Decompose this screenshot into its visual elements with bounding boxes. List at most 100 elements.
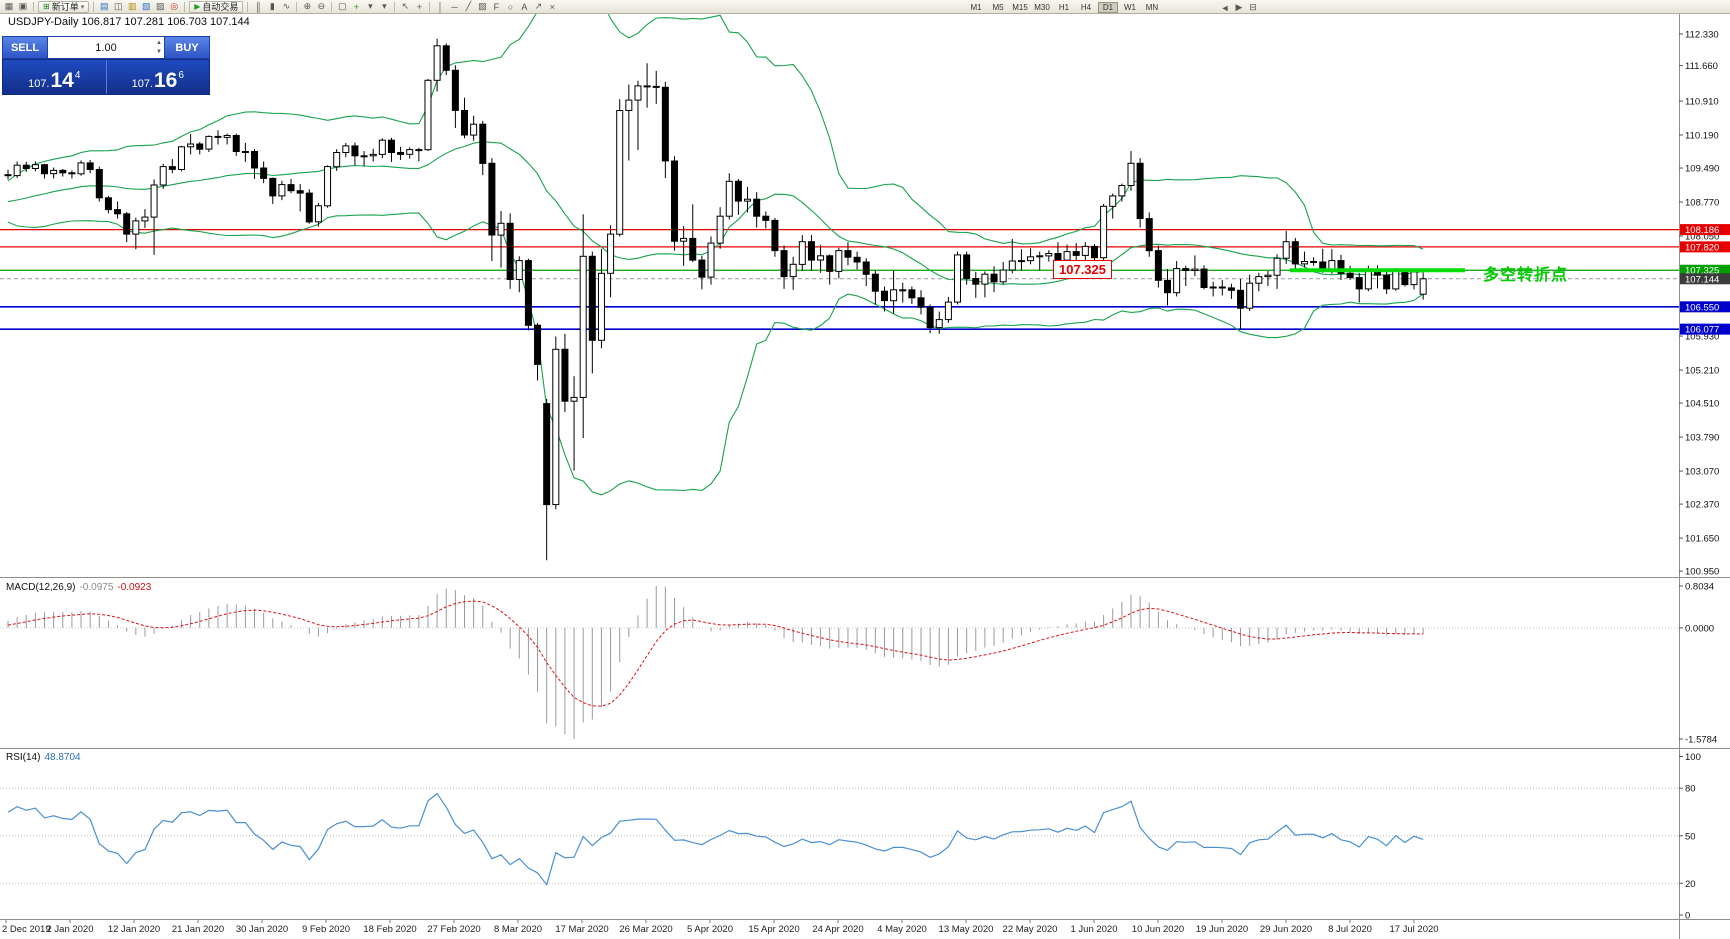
equidistant-channel-icon[interactable]: ▨ <box>478 1 487 11</box>
navigator-icon[interactable]: ▥ <box>127 1 137 11</box>
sell-button[interactable]: SELL <box>2 36 48 59</box>
alerts-icon[interactable]: ◎ <box>170 1 179 11</box>
candle <box>570 396 578 402</box>
candle <box>205 135 213 150</box>
bars-chart-icon[interactable]: ║ <box>255 1 262 12</box>
date-axis-label: 21 Jan 2020 <box>172 924 224 935</box>
date-axis-label: 13 May 2020 <box>939 924 994 935</box>
new-order-button[interactable]: ⊞ 新订单 ▾ <box>38 0 90 13</box>
candle <box>1227 287 1235 291</box>
candle <box>725 180 733 217</box>
candle <box>789 263 797 278</box>
timeframe-h4[interactable]: H4 <box>1080 3 1092 12</box>
indicators-list-icon[interactable]: ▾ <box>368 1 373 11</box>
candle <box>625 99 633 111</box>
candle <box>506 222 514 281</box>
timeframe-h1[interactable]: H1 <box>1058 3 1070 12</box>
candle <box>141 216 149 222</box>
ask-quote[interactable]: 107. 16 6 <box>107 60 210 94</box>
timeframe-mn[interactable]: MN <box>1145 3 1159 12</box>
candle <box>707 242 715 278</box>
candle <box>13 164 21 177</box>
candle <box>1300 261 1308 265</box>
candle <box>880 290 888 302</box>
line-chart-icon[interactable]: ∿ <box>282 1 291 11</box>
candle <box>981 273 989 285</box>
text-label-icon[interactable]: A <box>521 1 528 12</box>
turning-point-annotation[interactable]: 多空转折点 <box>1483 267 1569 284</box>
buy-button[interactable]: BUY <box>164 36 210 59</box>
volume-down-icon[interactable]: ▼ <box>156 49 162 55</box>
candle <box>369 153 377 157</box>
ask-sup-digit: 6 <box>178 70 184 81</box>
date-axis-label: 19 Jun 2020 <box>1196 924 1248 935</box>
candle <box>397 152 405 155</box>
vertical-line-icon[interactable]: │ <box>437 1 444 12</box>
terminal-icon[interactable]: ▧ <box>141 1 151 11</box>
market-watch-icon[interactable]: ▤ <box>99 1 109 11</box>
timeframe-m5[interactable]: M5 <box>992 3 1004 12</box>
timeframe-m1[interactable]: M1 <box>970 3 982 12</box>
candle <box>287 184 295 192</box>
candle <box>716 215 724 244</box>
shapes-icon[interactable]: ○ <box>507 1 514 12</box>
price-axis-label: 103.790 <box>1685 433 1719 444</box>
candle <box>187 143 195 148</box>
date-axis-label: 30 Jan 2020 <box>236 924 288 935</box>
crosshair-icon[interactable]: + <box>416 1 423 12</box>
candle <box>844 250 852 258</box>
open-chart-icon[interactable]: ▣ <box>18 1 28 11</box>
timeframe-m30[interactable]: M30 <box>1034 3 1050 12</box>
candle <box>908 289 916 299</box>
dock-icon[interactable]: ⊟ <box>1249 2 1257 12</box>
candlestick-chart-icon[interactable]: ▮ <box>269 1 275 11</box>
tile-windows-icon[interactable]: ▢ <box>338 1 347 11</box>
zoom-in-icon[interactable]: ⊕ <box>303 1 312 11</box>
arrow-tools-icon[interactable]: ↗ <box>534 1 543 11</box>
price-axis-label: 109.490 <box>1685 164 1719 175</box>
rsi-layer <box>0 787 1679 887</box>
date-axis-label: 18 Feb 2020 <box>363 924 416 935</box>
candle <box>150 184 158 218</box>
timeframe-w1[interactable]: W1 <box>1124 3 1136 12</box>
bid-quote[interactable]: 107. 14 4 <box>3 60 106 94</box>
toolbar-separator <box>429 1 431 12</box>
fibonacci-icon[interactable]: F <box>493 1 500 12</box>
candle <box>999 269 1007 283</box>
candle <box>314 205 322 223</box>
new-order-button-caret-icon[interactable]: ▾ <box>80 3 85 11</box>
price-axis-label: 103.070 <box>1685 467 1719 478</box>
trendline-icon[interactable]: ╱ <box>465 1 472 11</box>
candle <box>990 273 998 283</box>
data-window-icon[interactable]: ◫ <box>113 1 123 11</box>
zoom-out-icon[interactable]: ⊖ <box>317 1 326 11</box>
candle <box>77 162 85 175</box>
timeframe-d1[interactable]: D1 <box>1098 2 1118 13</box>
auto-scroll-icon[interactable]: ▶ <box>1235 2 1243 12</box>
candle <box>4 174 12 177</box>
volume-up-icon[interactable]: ▲ <box>156 40 162 46</box>
delete-objects-icon[interactable]: × <box>549 1 556 12</box>
chart-shift-icon[interactable]: ◄ <box>1220 2 1230 13</box>
candle <box>771 219 779 252</box>
candle <box>1364 269 1372 290</box>
autotrading-button[interactable]: ▶ 自动交易 <box>189 0 244 13</box>
indicators-icon[interactable]: + <box>353 1 360 12</box>
strategy-tester-icon[interactable]: ▨ <box>155 1 165 11</box>
candle <box>442 45 450 71</box>
date-axis-label: 24 Apr 2020 <box>812 924 863 935</box>
new-chart-icon[interactable]: ▦ <box>4 1 14 11</box>
cursor-icon[interactable]: ↖ <box>401 1 410 11</box>
candle <box>1337 260 1345 274</box>
horizontal-line-icon[interactable]: ─ <box>451 1 458 12</box>
candle <box>1017 260 1025 263</box>
timeframe-m15[interactable]: M15 <box>1012 3 1028 12</box>
templates-icon[interactable]: ▾ <box>382 1 387 11</box>
price-annotation[interactable]: 107.325 <box>1053 260 1112 279</box>
volume-field[interactable]: 1.00 ▲ ▼ <box>48 36 164 59</box>
candle <box>415 149 423 152</box>
macd-signal-value: -0.0923 <box>117 582 152 593</box>
candle <box>588 255 596 341</box>
